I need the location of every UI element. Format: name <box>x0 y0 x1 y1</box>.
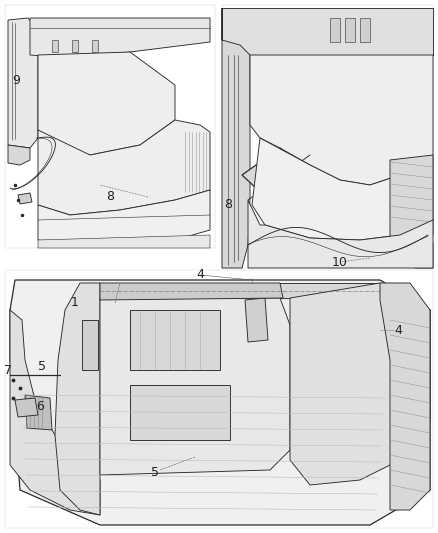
Polygon shape <box>345 18 355 42</box>
Text: 5: 5 <box>151 465 159 479</box>
Polygon shape <box>242 148 295 190</box>
Polygon shape <box>380 283 430 510</box>
Polygon shape <box>222 8 433 55</box>
Polygon shape <box>15 398 38 417</box>
Polygon shape <box>30 18 210 58</box>
Polygon shape <box>5 5 215 248</box>
Polygon shape <box>222 8 250 268</box>
Polygon shape <box>52 40 58 52</box>
Polygon shape <box>10 310 100 515</box>
Polygon shape <box>18 193 32 204</box>
Polygon shape <box>72 40 78 52</box>
Polygon shape <box>80 283 380 298</box>
Polygon shape <box>390 155 433 240</box>
Polygon shape <box>330 18 340 42</box>
Polygon shape <box>8 18 38 148</box>
Polygon shape <box>252 138 433 240</box>
Polygon shape <box>248 200 433 268</box>
Text: 10: 10 <box>332 255 348 269</box>
Polygon shape <box>245 298 268 342</box>
Polygon shape <box>100 298 290 475</box>
Polygon shape <box>8 145 30 165</box>
Polygon shape <box>92 40 98 52</box>
Text: 8: 8 <box>224 198 232 212</box>
Polygon shape <box>82 320 98 370</box>
Text: 8: 8 <box>106 190 114 204</box>
Polygon shape <box>130 385 230 440</box>
Polygon shape <box>25 395 52 430</box>
Polygon shape <box>38 52 175 155</box>
Text: 9: 9 <box>12 74 20 86</box>
Text: 6: 6 <box>36 400 44 414</box>
Text: 5: 5 <box>38 360 46 374</box>
Polygon shape <box>55 283 100 515</box>
Polygon shape <box>5 270 433 528</box>
Polygon shape <box>38 120 210 215</box>
Text: 4: 4 <box>196 269 204 281</box>
Polygon shape <box>250 55 433 185</box>
Text: 7: 7 <box>4 364 12 376</box>
Polygon shape <box>290 283 430 485</box>
Polygon shape <box>130 310 220 370</box>
Polygon shape <box>38 190 210 245</box>
Text: 4: 4 <box>394 324 402 336</box>
Polygon shape <box>415 243 433 268</box>
Polygon shape <box>222 5 433 268</box>
Text: 1: 1 <box>71 295 79 309</box>
Polygon shape <box>360 18 370 42</box>
Polygon shape <box>38 235 210 248</box>
Polygon shape <box>100 283 283 300</box>
Polygon shape <box>10 280 430 525</box>
